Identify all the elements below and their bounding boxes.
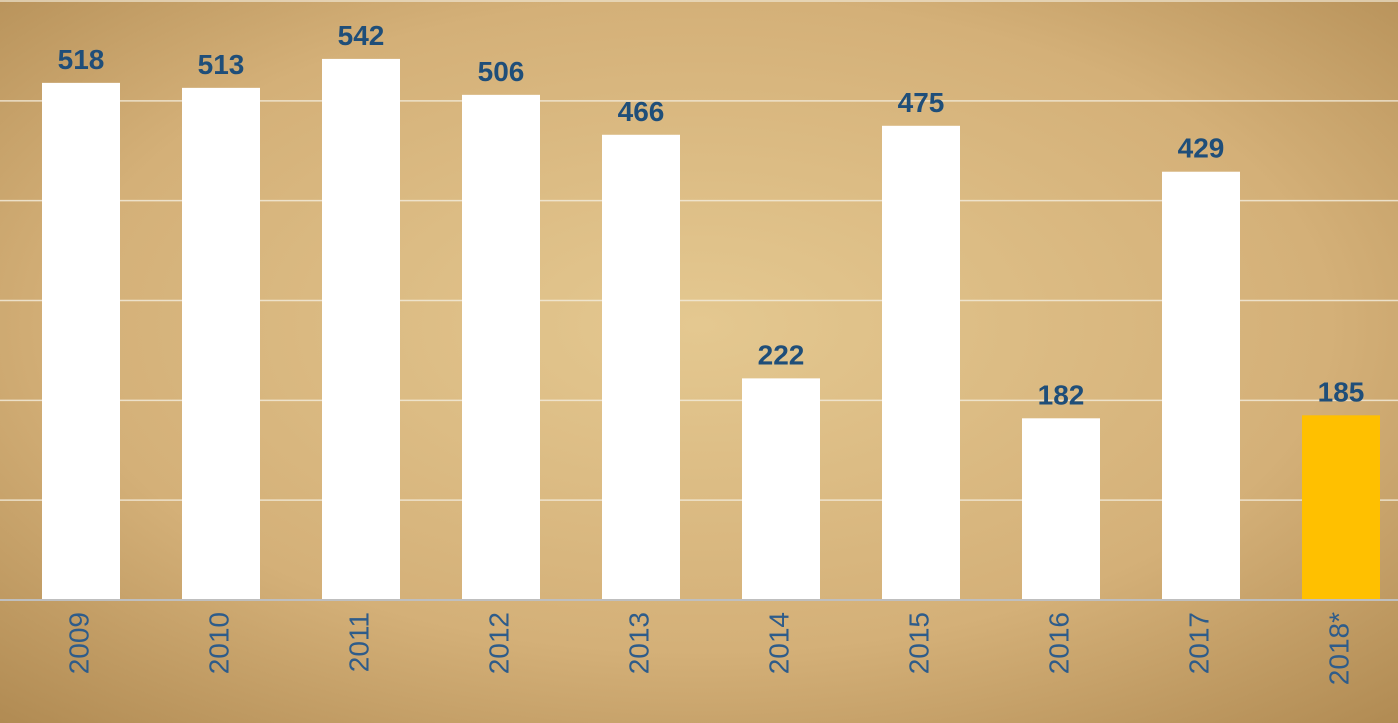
bar xyxy=(602,134,680,600)
data-label: 222 xyxy=(758,339,805,370)
data-label: 466 xyxy=(618,96,665,127)
data-label: 542 xyxy=(338,20,385,51)
x-tick-label: 2010 xyxy=(203,612,234,674)
x-tick-label: 2012 xyxy=(483,612,514,674)
x-tick-label: 2011 xyxy=(343,612,374,672)
bar xyxy=(742,378,820,600)
x-tick-label: 2015 xyxy=(903,612,934,674)
bar xyxy=(882,125,960,601)
bar xyxy=(322,58,400,601)
bar xyxy=(42,82,120,600)
data-label: 475 xyxy=(898,87,945,118)
data-label: 518 xyxy=(58,44,105,75)
x-tick-label: 2014 xyxy=(763,612,794,674)
bar xyxy=(1162,171,1240,600)
x-tick-label: 2017 xyxy=(1183,612,1214,674)
plot: 518 2009 513 2010 542 2011 506 2012 466 2013 222 20… xyxy=(0,0,1398,685)
bar xyxy=(1302,415,1380,600)
x-tick-label: 2009 xyxy=(63,612,94,674)
data-label: 185 xyxy=(1318,376,1365,407)
bar xyxy=(1022,418,1100,600)
data-label: 182 xyxy=(1038,379,1085,410)
bar xyxy=(462,94,540,601)
x-tick-label: 2018* xyxy=(1323,612,1354,685)
x-tick-label: 2016 xyxy=(1043,612,1074,674)
x-tick-label: 2013 xyxy=(623,612,654,674)
data-label: 429 xyxy=(1178,133,1225,164)
bar xyxy=(182,87,260,601)
data-label: 513 xyxy=(198,49,245,80)
data-label: 506 xyxy=(478,56,525,87)
